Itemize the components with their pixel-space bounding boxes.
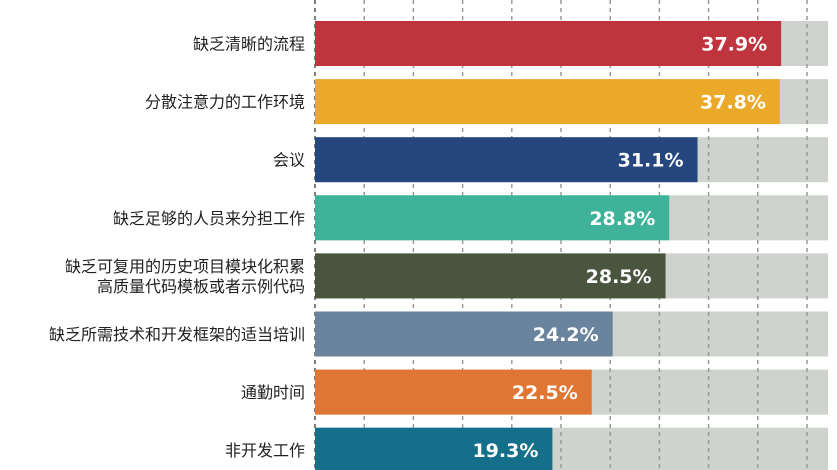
bar: [315, 195, 670, 241]
value-label: 28.5%: [586, 266, 652, 288]
bar: [315, 369, 592, 415]
bar: [315, 253, 666, 299]
value-label: 24.2%: [533, 324, 599, 346]
category-label: 缺乏足够的人员来分担工作: [113, 209, 305, 228]
category-label: 缺乏可复用的历史项目模块化积累: [65, 257, 305, 276]
value-label: 37.9%: [701, 34, 767, 56]
value-label: 19.3%: [472, 440, 538, 462]
category-label: 通勤时间: [241, 383, 305, 402]
value-label: 28.8%: [589, 208, 655, 230]
category-label: 分散注意力的工作环境: [145, 93, 305, 112]
category-label: 高质量代码模板或者示例代码: [97, 277, 305, 296]
category-label: 会议: [273, 151, 305, 170]
value-label: 37.8%: [700, 92, 766, 114]
bar: [315, 137, 698, 183]
value-label: 22.5%: [512, 382, 578, 404]
category-label: 缺乏所需技术和开发框架的适当培训: [49, 325, 305, 344]
bar: [315, 79, 780, 125]
bar: [315, 21, 782, 66]
bar: [315, 311, 613, 357]
value-label: 31.1%: [618, 150, 684, 172]
category-label: 缺乏清晰的流程: [193, 35, 305, 54]
category-label: 非开发工作: [225, 441, 305, 460]
bar: [315, 427, 553, 470]
